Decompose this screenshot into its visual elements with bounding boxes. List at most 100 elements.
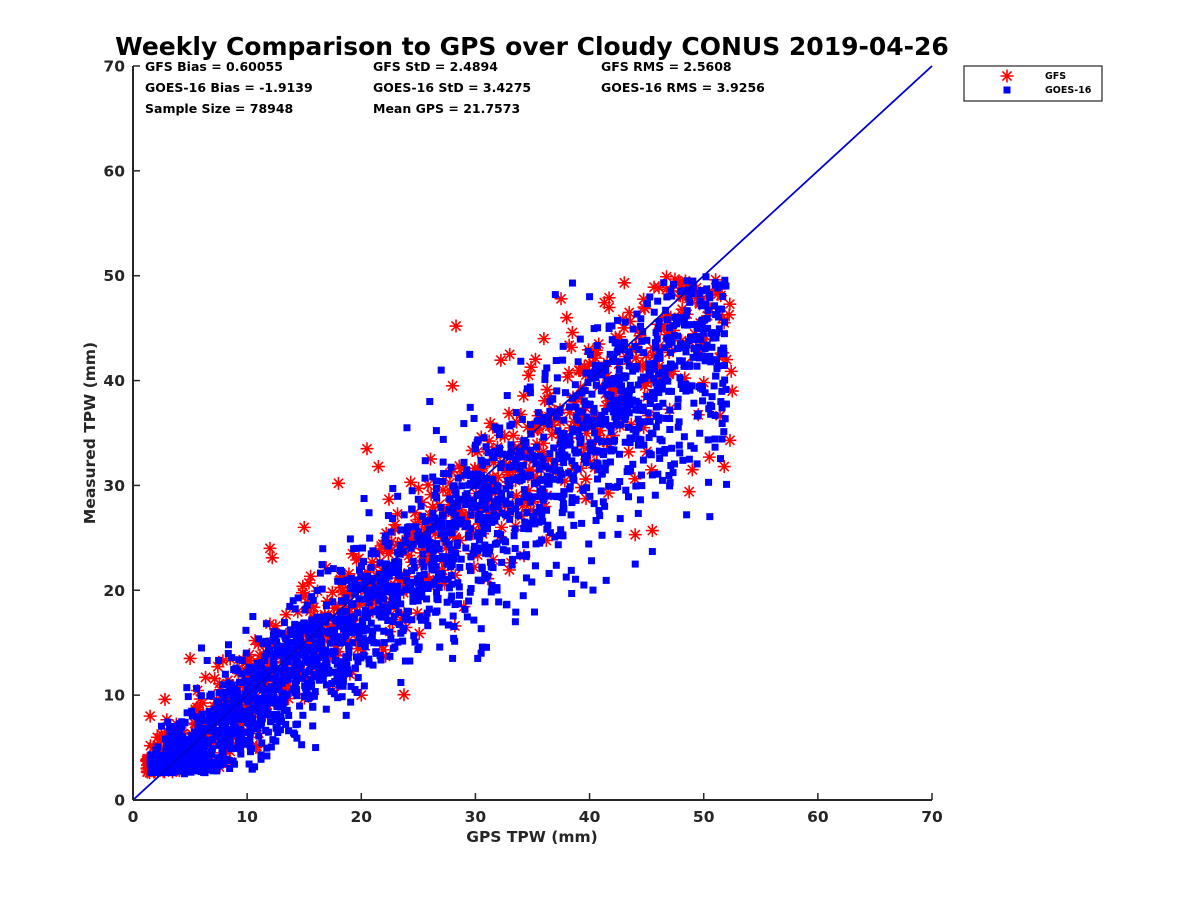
data-point	[238, 670, 246, 678]
data-point	[295, 638, 303, 646]
data-point	[712, 356, 720, 364]
data-point	[712, 372, 720, 380]
data-point	[371, 608, 379, 616]
data-point	[153, 746, 161, 754]
data-point	[506, 491, 514, 499]
data-point	[322, 663, 330, 671]
data-point	[598, 371, 606, 379]
data-point	[296, 702, 304, 710]
data-point	[445, 470, 453, 478]
data-point	[503, 501, 517, 515]
data-point	[541, 451, 555, 465]
data-point	[616, 358, 624, 366]
data-point	[422, 547, 436, 561]
data-point	[512, 456, 520, 464]
data-point	[646, 400, 654, 408]
data-point	[543, 506, 551, 514]
data-point	[306, 683, 314, 691]
data-point	[282, 720, 290, 728]
data-point	[403, 569, 411, 577]
data-point	[439, 541, 453, 555]
data-point	[310, 647, 318, 655]
data-point	[361, 578, 369, 586]
data-point	[408, 616, 416, 624]
data-point	[692, 320, 700, 328]
data-point	[601, 502, 609, 510]
data-point	[614, 530, 622, 538]
data-point	[582, 369, 590, 377]
data-point	[302, 683, 310, 691]
data-point	[424, 584, 432, 592]
data-point	[646, 418, 654, 426]
data-point	[458, 496, 466, 504]
data-point	[199, 670, 213, 684]
data-point	[689, 353, 697, 361]
legend-marker-goes16	[1003, 86, 1011, 94]
data-point	[386, 628, 394, 636]
data-point	[628, 396, 636, 404]
data-point	[318, 585, 326, 593]
data-point	[184, 693, 192, 701]
data-point	[394, 571, 402, 579]
data-point	[606, 376, 614, 384]
data-point	[550, 444, 558, 452]
data-point	[645, 360, 653, 368]
data-point	[705, 478, 713, 486]
data-point	[351, 576, 359, 584]
data-point	[572, 575, 580, 583]
data-point	[280, 707, 288, 715]
data-point	[426, 500, 440, 514]
data-point	[360, 565, 374, 579]
data-point	[318, 627, 326, 635]
data-point	[443, 560, 451, 568]
data-point	[707, 358, 715, 366]
data-point	[721, 415, 729, 423]
data-point	[403, 613, 411, 621]
data-point	[330, 601, 344, 615]
data-point	[196, 717, 204, 725]
data-point	[365, 599, 373, 607]
data-point	[699, 397, 707, 405]
data-point	[621, 341, 629, 349]
data-point	[598, 531, 606, 539]
data-point	[341, 634, 355, 648]
data-point	[380, 627, 388, 635]
data-point	[293, 656, 301, 664]
data-point	[637, 315, 645, 323]
data-point	[671, 362, 679, 370]
data-point	[339, 675, 347, 683]
data-point	[613, 398, 621, 406]
data-point	[717, 398, 725, 406]
data-point	[586, 492, 594, 500]
data-point	[710, 382, 718, 390]
data-point	[209, 736, 217, 744]
data-point	[708, 402, 716, 410]
data-point	[634, 441, 642, 449]
data-point	[594, 420, 602, 428]
data-point	[237, 750, 245, 758]
data-point	[638, 337, 646, 345]
data-point	[708, 393, 716, 401]
data-point	[505, 481, 513, 489]
data-point	[498, 429, 512, 443]
data-point	[510, 415, 524, 429]
data-point	[722, 400, 730, 408]
data-point	[574, 448, 582, 456]
data-point	[255, 732, 263, 740]
data-point	[455, 583, 463, 591]
data-point	[590, 500, 598, 508]
data-point	[295, 586, 309, 600]
data-point	[291, 662, 299, 670]
data-point	[666, 324, 674, 332]
data-point	[439, 458, 447, 466]
data-point	[450, 482, 458, 490]
data-point	[387, 582, 395, 590]
data-point	[621, 318, 629, 326]
data-point	[721, 318, 729, 326]
data-point	[300, 619, 308, 627]
data-point	[515, 464, 523, 472]
data-point	[196, 696, 210, 710]
data-point	[683, 321, 691, 329]
data-point	[536, 487, 544, 495]
data-point	[286, 666, 294, 674]
